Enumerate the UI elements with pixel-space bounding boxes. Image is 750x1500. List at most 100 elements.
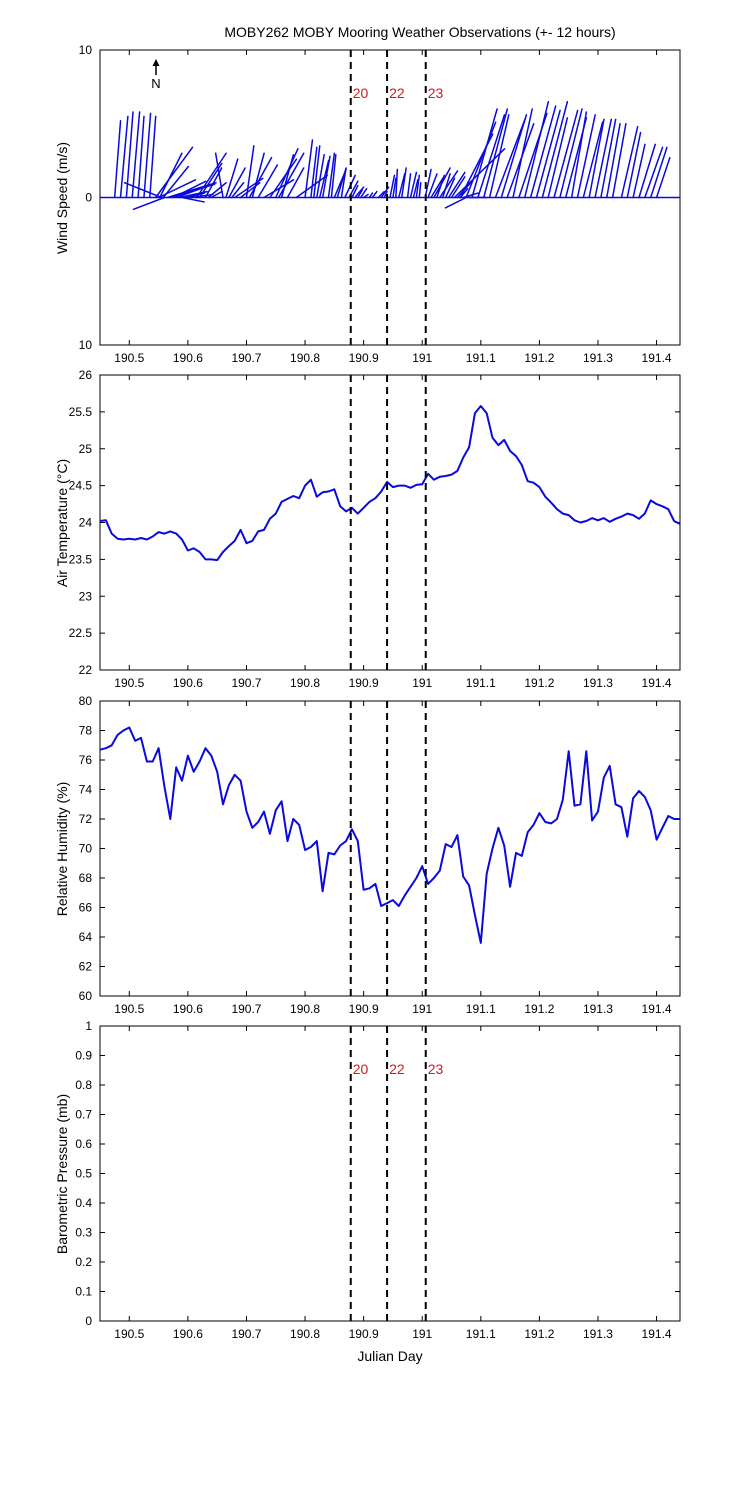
relative-humidity-ytick-label: 80 xyxy=(79,694,93,708)
wind-speed-xtick-label: 191.4 xyxy=(642,351,672,365)
wind-speed-panel: 190.5 190.6 190.7 190.8 190.9 191 191.1 191.2 19… xyxy=(79,43,681,365)
wind-vector xyxy=(594,118,613,199)
wind-vector xyxy=(644,146,664,199)
air-temperature-xtick-label: 190.6 xyxy=(173,676,203,690)
barometric-pressure-ytick-label: 0.3 xyxy=(75,1226,92,1240)
figure-title: MOBY262 MOBY Mooring Weather Observation… xyxy=(224,24,616,40)
wind-vector xyxy=(600,118,617,199)
wind-vector xyxy=(245,145,255,199)
wind-vector xyxy=(371,190,378,199)
wind-vector xyxy=(444,196,467,209)
relative-humidity-ytick-label: 74 xyxy=(79,783,93,797)
wind-vector xyxy=(210,190,223,199)
wind-speed-xtick-label: 191 xyxy=(412,351,432,365)
wind-speed-marker-label: 22 xyxy=(389,85,405,101)
wind-vector xyxy=(649,146,668,199)
wind-vector xyxy=(427,173,438,199)
wind-vector xyxy=(143,112,152,199)
wind-vector xyxy=(149,115,157,199)
relative-humidity-ytick-label: 66 xyxy=(79,901,93,915)
relative-humidity-ytick-label: 68 xyxy=(79,871,93,885)
wind-vector xyxy=(137,115,145,199)
wind-vector xyxy=(159,152,183,199)
wind-vector xyxy=(465,121,497,199)
air-temperature-ytick-label: 23 xyxy=(79,589,93,603)
wind-speed-xtick-label: 190.6 xyxy=(173,351,203,365)
wind-vector xyxy=(225,158,239,199)
wind-vector xyxy=(207,182,227,199)
relative-humidity-ytick-label: 78 xyxy=(79,724,93,738)
wind-vector xyxy=(424,168,432,199)
wind-vector xyxy=(248,156,273,199)
wind-vector xyxy=(471,108,498,199)
barometric-pressure-xtick-label: 191.1 xyxy=(466,1327,496,1341)
wind-vector xyxy=(395,168,399,199)
wind-vector xyxy=(357,189,363,199)
barometric-pressure-xtick-label: 190.7 xyxy=(231,1327,261,1341)
wind-vector xyxy=(439,170,459,199)
wind-vector xyxy=(430,177,444,199)
barometric-pressure-ytick-label: 0.2 xyxy=(75,1255,92,1269)
barometric-pressure-xtick-label: 191.4 xyxy=(642,1327,672,1341)
wind-vector xyxy=(354,186,365,199)
air-temperature-xtick-label: 191 xyxy=(412,676,432,690)
barometric-pressure-marker-label: 23 xyxy=(428,1061,444,1077)
wind-vector xyxy=(553,109,579,199)
wind-speed-xtick-label: 190.8 xyxy=(290,351,320,365)
air-temperature-xtick-label: 191.4 xyxy=(642,676,672,690)
air-temperature-series-line xyxy=(99,405,681,562)
wind-speed-xtick-label: 191.2 xyxy=(524,351,554,365)
wind-vector xyxy=(477,114,506,199)
wind-vector xyxy=(304,139,314,199)
wind-vector xyxy=(214,152,224,199)
wind-vector xyxy=(119,115,129,199)
wind-vector xyxy=(318,159,330,199)
wind-vector xyxy=(172,180,207,199)
wind-vector xyxy=(415,174,421,199)
wind-vector xyxy=(606,123,621,199)
wind-vector xyxy=(406,173,412,199)
north-label: N xyxy=(151,76,160,91)
wind-vector xyxy=(330,153,337,199)
wind-vector xyxy=(228,167,246,199)
relative-humidity-xtick-label: 190.8 xyxy=(290,1002,320,1016)
relative-humidity-xtick-label: 190.9 xyxy=(349,1002,379,1016)
barometric-pressure-ytick-label: 1 xyxy=(85,1019,92,1033)
wind-vector xyxy=(280,153,295,199)
wind-vector xyxy=(638,143,656,199)
wind-vector xyxy=(368,192,374,199)
barometric-pressure-ytick-label: 0.9 xyxy=(75,1049,92,1063)
air-temperature-xtick-label: 190.5 xyxy=(114,676,144,690)
air-temperature-frame xyxy=(99,374,681,671)
wind-vector xyxy=(277,152,305,199)
relative-humidity-ytick-label: 70 xyxy=(79,842,93,856)
relative-humidity-xtick-label: 191 xyxy=(412,1002,432,1016)
wind-vector xyxy=(588,118,605,199)
wind-vector xyxy=(263,179,295,199)
relative-humidity-xtick-label: 191.4 xyxy=(642,1002,672,1016)
wind-vector xyxy=(529,105,557,199)
wind-vector xyxy=(257,164,279,199)
barometric-pressure-ytick-label: 0.4 xyxy=(75,1196,92,1210)
barometric-pressure-ytick-label: 0 xyxy=(85,1314,92,1328)
relative-humidity-xtick-label: 191.1 xyxy=(466,1002,496,1016)
wind-vector xyxy=(655,156,671,199)
wind-vector xyxy=(418,182,422,199)
barometric-pressure-marker-label: 20 xyxy=(353,1061,369,1077)
barometric-pressure-ytick-label: 0.6 xyxy=(75,1137,92,1151)
wind-vector xyxy=(500,114,528,199)
wind-speed-xtick-label: 191.3 xyxy=(583,351,613,365)
air-temperature-ytick-label: 24.5 xyxy=(69,479,93,493)
wind-speed-xtick-label: 190.7 xyxy=(231,351,261,365)
air-temperature-ytick-label: 26 xyxy=(79,368,93,382)
air-temperature-panel: 190.5 190.6 190.7 190.8 190.9 191 191.1 191.2 19… xyxy=(69,368,681,690)
air-temperature-xtick-label: 190.9 xyxy=(349,676,379,690)
wind-vector xyxy=(400,167,407,199)
air-temperature-xtick-label: 190.8 xyxy=(290,676,320,690)
relative-humidity-panel: 190.5 190.6 190.7 190.8 190.9 191 191.1 191.2 19… xyxy=(79,694,681,1016)
barometric-pressure-xtick-label: 191.2 xyxy=(524,1327,554,1341)
wind-speed-xtick-label: 190.9 xyxy=(349,351,379,365)
relative-humidity-ytick-label: 72 xyxy=(79,812,93,826)
wind-speed-ytick-label: 10 xyxy=(79,43,93,57)
wind-vector xyxy=(512,108,533,199)
